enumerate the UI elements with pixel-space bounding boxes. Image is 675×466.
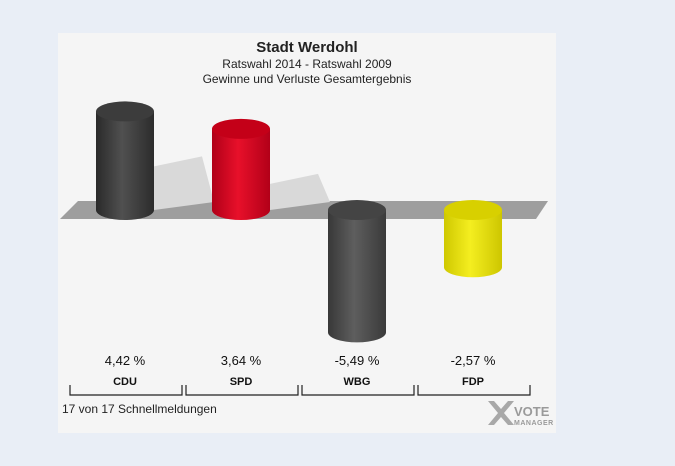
value-label-spd: 3,64 % bbox=[221, 353, 262, 368]
category-label-cdu: CDU bbox=[113, 376, 137, 388]
bracket-fdp bbox=[417, 385, 531, 396]
chart-panel: Stadt Werdohl Ratswahl 2014 - Ratswahl 2… bbox=[58, 33, 556, 433]
bar-shadows bbox=[154, 156, 330, 210]
category-label-fdp: FDP bbox=[462, 376, 484, 388]
bar-spd bbox=[212, 118, 270, 220]
bars bbox=[96, 101, 502, 343]
logo-x-icon bbox=[488, 401, 514, 425]
value-label-cdu: 4,42 % bbox=[105, 353, 146, 368]
bar-cap-spd bbox=[212, 118, 270, 139]
bar-body-wbg bbox=[328, 210, 386, 343]
category-label-wbg: WBG bbox=[344, 376, 371, 388]
category-labels: CDU SPD WBG FDP bbox=[113, 376, 484, 388]
chart-subtitle-2: Gewinne und Verluste Gesamtergebnis bbox=[203, 72, 412, 86]
bar-fdp bbox=[444, 200, 502, 278]
logo-main: VOTE bbox=[514, 404, 550, 419]
category-brackets bbox=[69, 385, 531, 396]
vote-manager-logo: VOTE MANAGER bbox=[488, 401, 554, 427]
category-label-spd: SPD bbox=[230, 376, 253, 388]
value-labels: 4,42 % 3,64 % -5,49 % -2,57 % bbox=[105, 353, 496, 368]
value-label-fdp: -2,57 % bbox=[451, 353, 496, 368]
bracket-cdu bbox=[69, 385, 183, 396]
bar-cap-fdp bbox=[444, 200, 502, 220]
bar-body-fdp bbox=[444, 210, 502, 278]
footer-note: 17 von 17 Schnellmeldungen bbox=[62, 402, 217, 416]
bar-cdu bbox=[96, 101, 154, 220]
bracket-wbg bbox=[301, 385, 415, 396]
bracket-spd bbox=[185, 385, 299, 396]
bar-cap-cdu bbox=[96, 101, 154, 122]
bar-body-cdu bbox=[96, 111, 154, 220]
bar-shadow-spd bbox=[270, 173, 330, 210]
bar-shadow-cdu bbox=[154, 156, 214, 210]
bar-cap-wbg bbox=[328, 200, 386, 220]
chart-subtitle: Ratswahl 2014 - Ratswahl 2009 bbox=[222, 57, 392, 71]
logo-sub: MANAGER bbox=[514, 420, 554, 427]
bar-body-spd bbox=[212, 128, 270, 220]
bar-wbg bbox=[328, 200, 386, 343]
value-label-wbg: -5,49 % bbox=[335, 353, 380, 368]
chart-title: Stadt Werdohl bbox=[256, 39, 357, 56]
chart: Stadt Werdohl Ratswahl 2014 - Ratswahl 2… bbox=[60, 39, 554, 427]
